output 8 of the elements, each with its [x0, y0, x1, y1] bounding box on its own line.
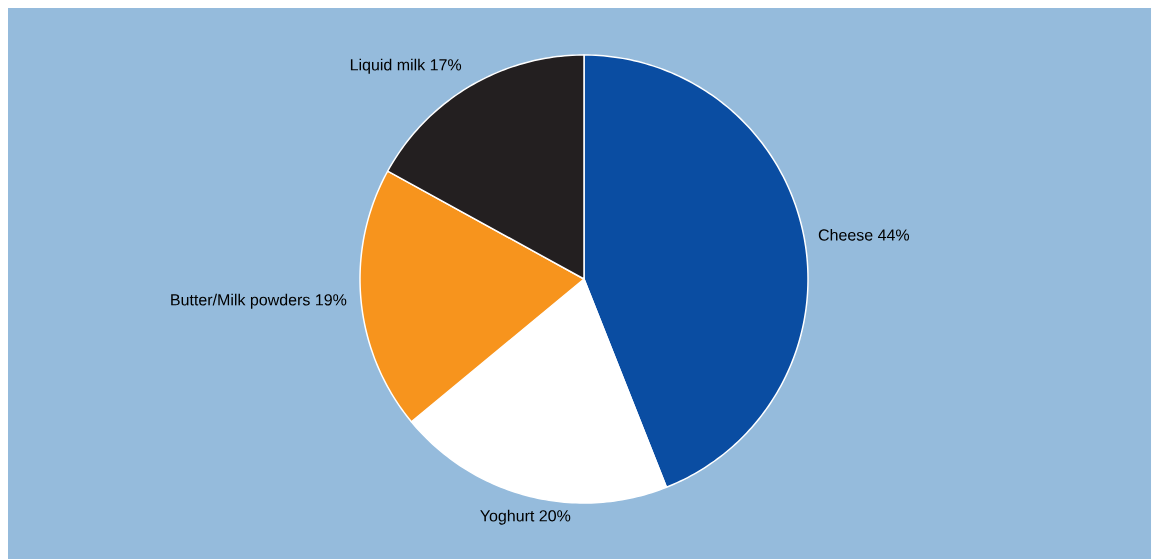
data-label: 44% — [877, 229, 910, 241]
slice-label: Liquid milk — [350, 58, 426, 74]
slice-label: Butter/Milk powders — [171, 293, 310, 309]
data-label: 17% — [430, 59, 462, 71]
slice-label: Cheese — [818, 228, 873, 241]
data-label: 20% — [539, 510, 571, 522]
data-label: 19% — [316, 294, 347, 306]
slice-label: Yoghurt — [480, 509, 535, 525]
